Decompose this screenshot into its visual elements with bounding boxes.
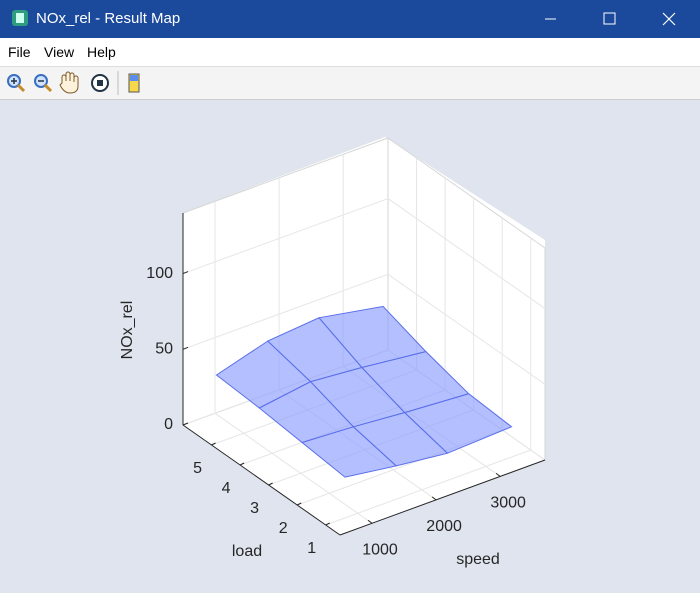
tick-mark bbox=[239, 462, 245, 466]
z-tick-label: 50 bbox=[155, 341, 173, 358]
tick-mark bbox=[268, 482, 273, 486]
grid-line bbox=[182, 273, 389, 350]
box-edge bbox=[387, 137, 546, 249]
menu-item[interactable]: Help bbox=[87, 44, 116, 60]
y-tick-label: 3 bbox=[250, 500, 259, 517]
tick-mark bbox=[325, 522, 330, 526]
pan-button[interactable] bbox=[59, 71, 79, 94]
zoom-out-button[interactable] bbox=[34, 74, 53, 93]
grid-line bbox=[182, 198, 389, 275]
grid-line bbox=[214, 412, 373, 524]
tick-mark bbox=[182, 271, 189, 275]
menu-bar: File View Help bbox=[0, 38, 700, 66]
x-tick-label: 2000 bbox=[426, 518, 462, 535]
z-tick-label: 0 bbox=[164, 416, 173, 433]
axis-line bbox=[339, 459, 546, 536]
tick-mark bbox=[367, 519, 373, 524]
y-tick-label: 1 bbox=[307, 540, 316, 557]
maximize-button[interactable] bbox=[603, 12, 616, 25]
window-title: NOx_rel - Result Map bbox=[36, 10, 181, 27]
toolbar-icons bbox=[7, 71, 140, 95]
box-edge bbox=[182, 137, 389, 214]
tick-mark bbox=[296, 502, 302, 506]
tick-mark bbox=[182, 422, 189, 426]
close-button[interactable] bbox=[662, 12, 676, 26]
colorbar-button[interactable] bbox=[128, 73, 140, 93]
surface-patch bbox=[301, 426, 398, 478]
menu-item[interactable]: File bbox=[8, 44, 31, 60]
app-icon-inner bbox=[16, 13, 24, 23]
z-axis-label: NOx_rel bbox=[119, 301, 136, 360]
y-tick-label: 4 bbox=[222, 480, 231, 497]
tick-mark bbox=[431, 496, 437, 501]
tick-mark bbox=[211, 442, 216, 446]
z-tick-label: 100 bbox=[146, 265, 173, 282]
grid-line bbox=[325, 449, 531, 526]
zoom-in-button[interactable] bbox=[7, 74, 26, 93]
tick-mark bbox=[495, 473, 501, 477]
grid-line bbox=[387, 273, 546, 385]
menu-item[interactable]: View bbox=[44, 44, 75, 60]
x-axis-label: speed bbox=[456, 551, 500, 568]
y-tick-label: 2 bbox=[279, 520, 288, 537]
toolbar bbox=[0, 66, 700, 100]
rotate-button[interactable] bbox=[91, 74, 109, 92]
grid-line bbox=[387, 198, 546, 309]
x-tick-label: 1000 bbox=[362, 542, 398, 559]
y-axis-label: load bbox=[232, 543, 262, 560]
tick-mark bbox=[182, 346, 189, 350]
axis-line bbox=[182, 424, 341, 536]
x-tick-label: 3000 bbox=[490, 495, 526, 512]
title-bar: NOx_rel - Result Map bbox=[0, 0, 700, 38]
y-tick-label: 5 bbox=[193, 460, 202, 477]
title-bar-icons bbox=[12, 10, 676, 26]
